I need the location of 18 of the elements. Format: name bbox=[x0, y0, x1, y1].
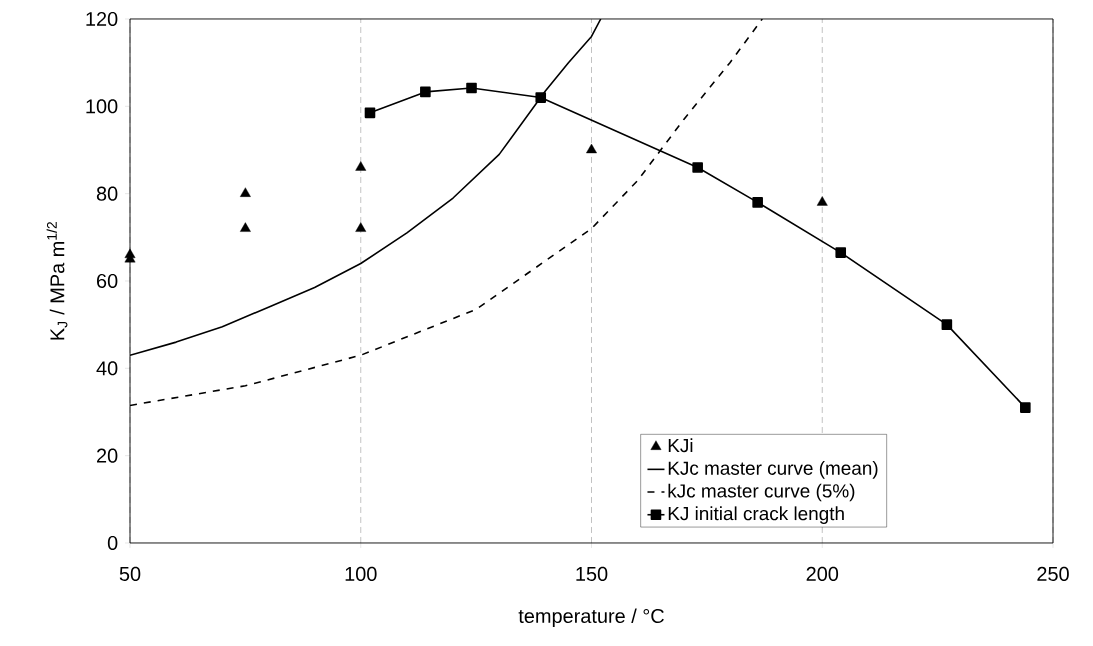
x-tick-label: 200 bbox=[806, 566, 839, 581]
y-tick-label: 0 bbox=[107, 535, 118, 551]
y-tick-label: 60 bbox=[97, 273, 118, 289]
y-tick-label: 100 bbox=[86, 99, 118, 114]
x-tick-label: 150 bbox=[576, 566, 608, 581]
y-axis-title: K$_{J}$ / MPa m$^{1/2}$ bbox=[46, 222, 68, 340]
x-axis-title: temperature / °C bbox=[518, 608, 664, 627]
legend-label: KJi bbox=[668, 438, 693, 453]
x-tick-label: 100 bbox=[345, 566, 377, 581]
y-tick-label: 20 bbox=[97, 448, 118, 463]
legend-label: KJ initial crack length bbox=[668, 506, 844, 525]
x-tick-label: 50 bbox=[119, 566, 141, 581]
x-tick-label: 250 bbox=[1037, 566, 1069, 581]
legend-label: kJc master curve (5%) bbox=[668, 483, 855, 502]
legend-label: KJc master curve (mean) bbox=[668, 461, 878, 479]
y-tick-label: 40 bbox=[96, 361, 118, 376]
y-tick-label: 120 bbox=[86, 11, 118, 27]
y-tick-label: 80 bbox=[96, 186, 118, 201]
